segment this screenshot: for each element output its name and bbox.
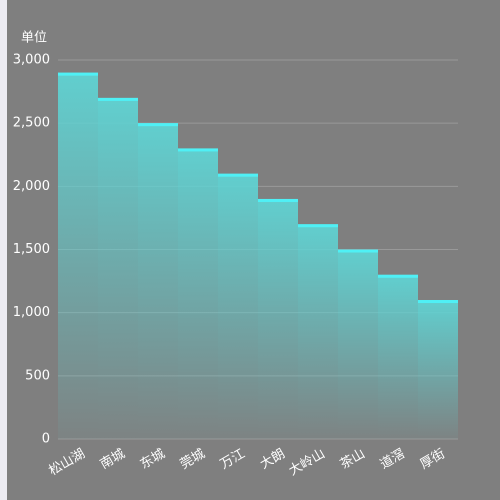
y-tick-label: 500	[25, 368, 50, 383]
bar	[338, 249, 378, 439]
bar	[58, 72, 98, 439]
bar-cap	[378, 274, 418, 278]
y-tick-label: 3,000	[13, 53, 50, 68]
bar	[98, 97, 138, 440]
y-axis-label: 单位	[21, 31, 47, 46]
bar-cap	[258, 198, 298, 202]
bar	[178, 148, 218, 439]
bar-cap	[418, 300, 458, 304]
bar-cap	[178, 148, 218, 152]
y-tick-label: 1,000	[13, 305, 50, 320]
bar-cap	[138, 123, 178, 127]
bar-cap	[218, 173, 258, 177]
bar	[298, 224, 338, 439]
left-strip	[0, 0, 7, 500]
bar	[258, 198, 298, 439]
bar	[378, 274, 418, 439]
bar-cap	[298, 224, 338, 228]
bar-cap	[98, 97, 138, 101]
y-tick-label: 0	[42, 432, 50, 447]
y-tick-label: 1,500	[13, 242, 50, 257]
bar	[218, 173, 258, 439]
y-tick-label: 2,500	[13, 116, 50, 131]
bar-cap	[338, 249, 378, 253]
bar	[138, 123, 178, 440]
bar	[418, 300, 458, 439]
y-tick-label: 2,000	[13, 179, 50, 194]
bar-cap	[58, 72, 98, 76]
